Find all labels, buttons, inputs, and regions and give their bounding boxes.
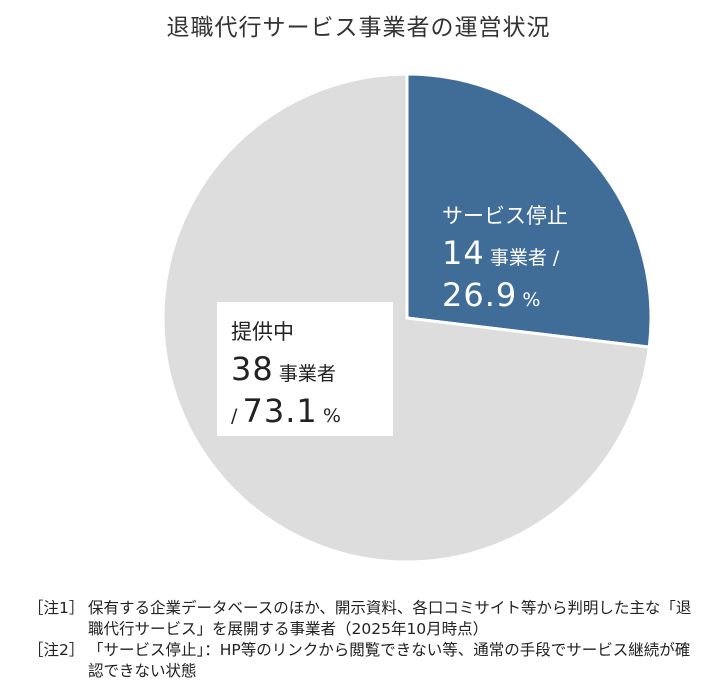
slice-name-active: 提供中	[231, 320, 294, 344]
slice-count-active: 38	[231, 350, 274, 388]
slice-count-stopped: 14	[442, 234, 485, 272]
slice-label-active: 提供中 38 事業者 / 73.1 %	[217, 302, 393, 436]
slice-name-stopped: サービス停止	[442, 204, 568, 228]
footnote-tag: ［注1］	[28, 599, 85, 617]
slice-count-unit-active: 事業者	[278, 363, 336, 385]
slice-percent-stopped: 26.9	[442, 276, 518, 314]
slice-count-unit-stopped: 事業者 /	[489, 247, 560, 269]
footnote-text: 保有する企業データベースのほか、開示資料、各口コミサイト等から判明した主な「退職…	[88, 599, 692, 638]
slice-label-stopped: サービス停止 14 事業者 / 26.9 %	[442, 200, 568, 314]
chart-title: 退職代行サービス事業者の運営状況	[166, 15, 551, 41]
footnote-text: 「サービス停止」：HP等のリンクから閲覧できない等、通常の手段でサービス継続が確…	[88, 641, 691, 680]
footnotes: ［注1］ 保有する企業データベースのほか、開示資料、各口コミサイト等から判明した…	[28, 598, 698, 682]
footnote: ［注1］ 保有する企業データベースのほか、開示資料、各口コミサイト等から判明した…	[28, 598, 698, 640]
pie-slice-stopped	[405, 72, 653, 349]
footnote-tag: ［注2］	[28, 641, 85, 659]
pie-slice-active	[161, 72, 651, 564]
slice-slash-active: /	[231, 405, 238, 427]
slice-percent-unit-active: %	[322, 405, 341, 427]
footnote: ［注2］ 「サービス停止」：HP等のリンクから閲覧できない等、通常の手段でサービ…	[28, 640, 698, 682]
slice-percent-active: 73.1	[242, 392, 318, 430]
slice-percent-unit-stopped: %	[522, 289, 541, 311]
